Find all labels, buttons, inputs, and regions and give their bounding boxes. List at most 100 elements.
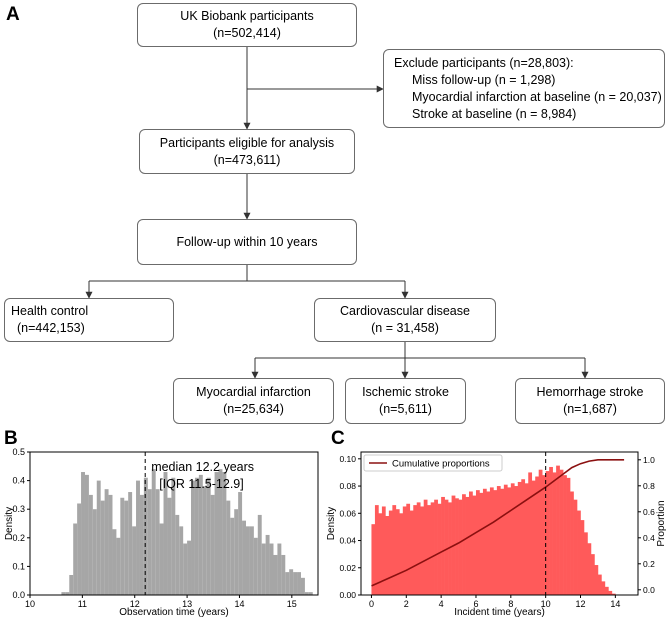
y2-tick-label: 0.2 [643, 559, 655, 569]
histogram-bar [496, 486, 501, 595]
histogram-bar [147, 489, 152, 595]
box-exclude-participants: Exclude participants (n=28,803): Miss fo… [383, 49, 665, 128]
histogram-bar [503, 484, 508, 595]
histogram-bar [88, 494, 93, 595]
x-axis-label: Incident time (years) [454, 607, 545, 617]
histogram-bar [517, 481, 522, 595]
histogram-bar [175, 514, 180, 595]
cumulative-line [371, 458, 625, 587]
histogram-bar [206, 477, 211, 595]
histogram-bar [587, 543, 592, 595]
followup-title: Follow-up within 10 years [176, 234, 318, 249]
histogram-bar [566, 477, 571, 595]
histogram-bar [297, 572, 301, 595]
y2-tick-label: 0.8 [643, 481, 655, 491]
y2-tick-label: 0.0 [643, 585, 655, 595]
histogram-bar [171, 477, 176, 595]
y-tick-label: 0.02 [339, 563, 356, 573]
mi-title: Myocardial infarction [196, 385, 311, 399]
histogram-bar [112, 529, 117, 595]
histogram-bar [238, 492, 243, 595]
histogram-bar [273, 554, 278, 595]
histogram-bar [430, 502, 435, 595]
histogram-bar [167, 497, 172, 595]
box-ischemic-stroke: Ischemic stroke (n=5,611) [345, 378, 466, 424]
histogram-bar [230, 517, 235, 595]
x-axis-label: Observation time (years) [119, 607, 228, 617]
histogram-bar [489, 487, 494, 595]
histogram-bar [559, 469, 564, 595]
histogram-bar [69, 574, 74, 595]
histogram-bar [379, 583, 384, 595]
y-tick-label: 0.2 [12, 533, 25, 543]
histogram-bar [120, 497, 125, 595]
histogram-bar [261, 543, 266, 595]
histogram-bar [191, 480, 195, 595]
histogram-bar [563, 475, 567, 595]
histogram-bar [257, 514, 262, 595]
legend-box [363, 454, 503, 472]
histogram-bar [535, 476, 539, 595]
histogram-bar [163, 472, 168, 595]
x-tick-label: 15 [287, 599, 297, 609]
x-tick-label: 10 [541, 599, 551, 609]
histogram-bar [132, 526, 137, 595]
histogram-bar [402, 506, 407, 595]
histogram-bar [116, 537, 121, 595]
histogram-bar [545, 471, 550, 595]
flow-connectors [85, 47, 589, 379]
y-axis-label: Density [4, 507, 15, 540]
x-tick-label: 0 [369, 599, 374, 609]
ischemic-count: (n=5,611) [379, 402, 432, 416]
histogram-bar [383, 589, 388, 595]
y-tick-label: 0.00 [339, 590, 356, 600]
y-tick-label: 0.04 [339, 536, 356, 546]
panel-a-letter: A [6, 4, 20, 25]
box-cardiovascular-disease: Cardiovascular disease (n = 31,458) [314, 298, 496, 342]
histogram-bar [194, 477, 199, 595]
mi-count: (n=25,634) [223, 402, 284, 416]
histogram-bar [521, 479, 526, 595]
histogram-bar [608, 590, 613, 595]
histogram-bar [371, 524, 376, 595]
histogram-bar [472, 495, 477, 595]
histogram-bar [374, 505, 379, 595]
x-tick-label: 4 [439, 599, 444, 609]
histogram-bar [281, 554, 286, 595]
y2-axis-label: Proportion [656, 500, 667, 546]
histogram-bar [202, 486, 207, 595]
histogram-bar [448, 502, 452, 595]
y2-tick-label: 0.6 [643, 507, 655, 517]
histogram-bar [434, 499, 438, 595]
histogram-bar [458, 499, 463, 595]
histogram-bar [210, 494, 215, 595]
histogram-bar [73, 523, 78, 595]
cvd-count: (n = 31,458) [371, 321, 439, 335]
histogram-bar [538, 469, 543, 595]
histogram-bar [514, 486, 519, 595]
x-tick-label: 8 [508, 599, 513, 609]
histogram-bar [136, 480, 140, 595]
participants-count: (n=502,414) [213, 26, 281, 40]
histogram-bar [226, 500, 231, 595]
histogram-bar [486, 491, 491, 595]
y2-tick-label: 1.0 [643, 455, 655, 465]
histogram-bar [573, 499, 578, 595]
histogram-bar [108, 494, 113, 595]
histogram-bar [479, 492, 484, 595]
histogram-bar [399, 513, 404, 595]
histogram-bar [104, 489, 109, 595]
histogram-bar [179, 526, 184, 595]
x-tick-label: 13 [182, 599, 192, 609]
y2-tick-label: 0.4 [643, 533, 655, 543]
histogram-bar [308, 592, 313, 595]
exclude-title: Exclude participants (n=28,803): [394, 55, 574, 70]
histogram-bar [580, 520, 585, 595]
x-tick-label: 14 [610, 599, 620, 609]
histogram-bar [81, 472, 85, 595]
histogram-bar [413, 505, 418, 595]
iqr-annotation: [IQR 11.5-12.9] [159, 477, 244, 491]
histogram-bar [420, 506, 425, 595]
histogram-bar [218, 469, 223, 595]
histogram-bar [462, 494, 466, 595]
